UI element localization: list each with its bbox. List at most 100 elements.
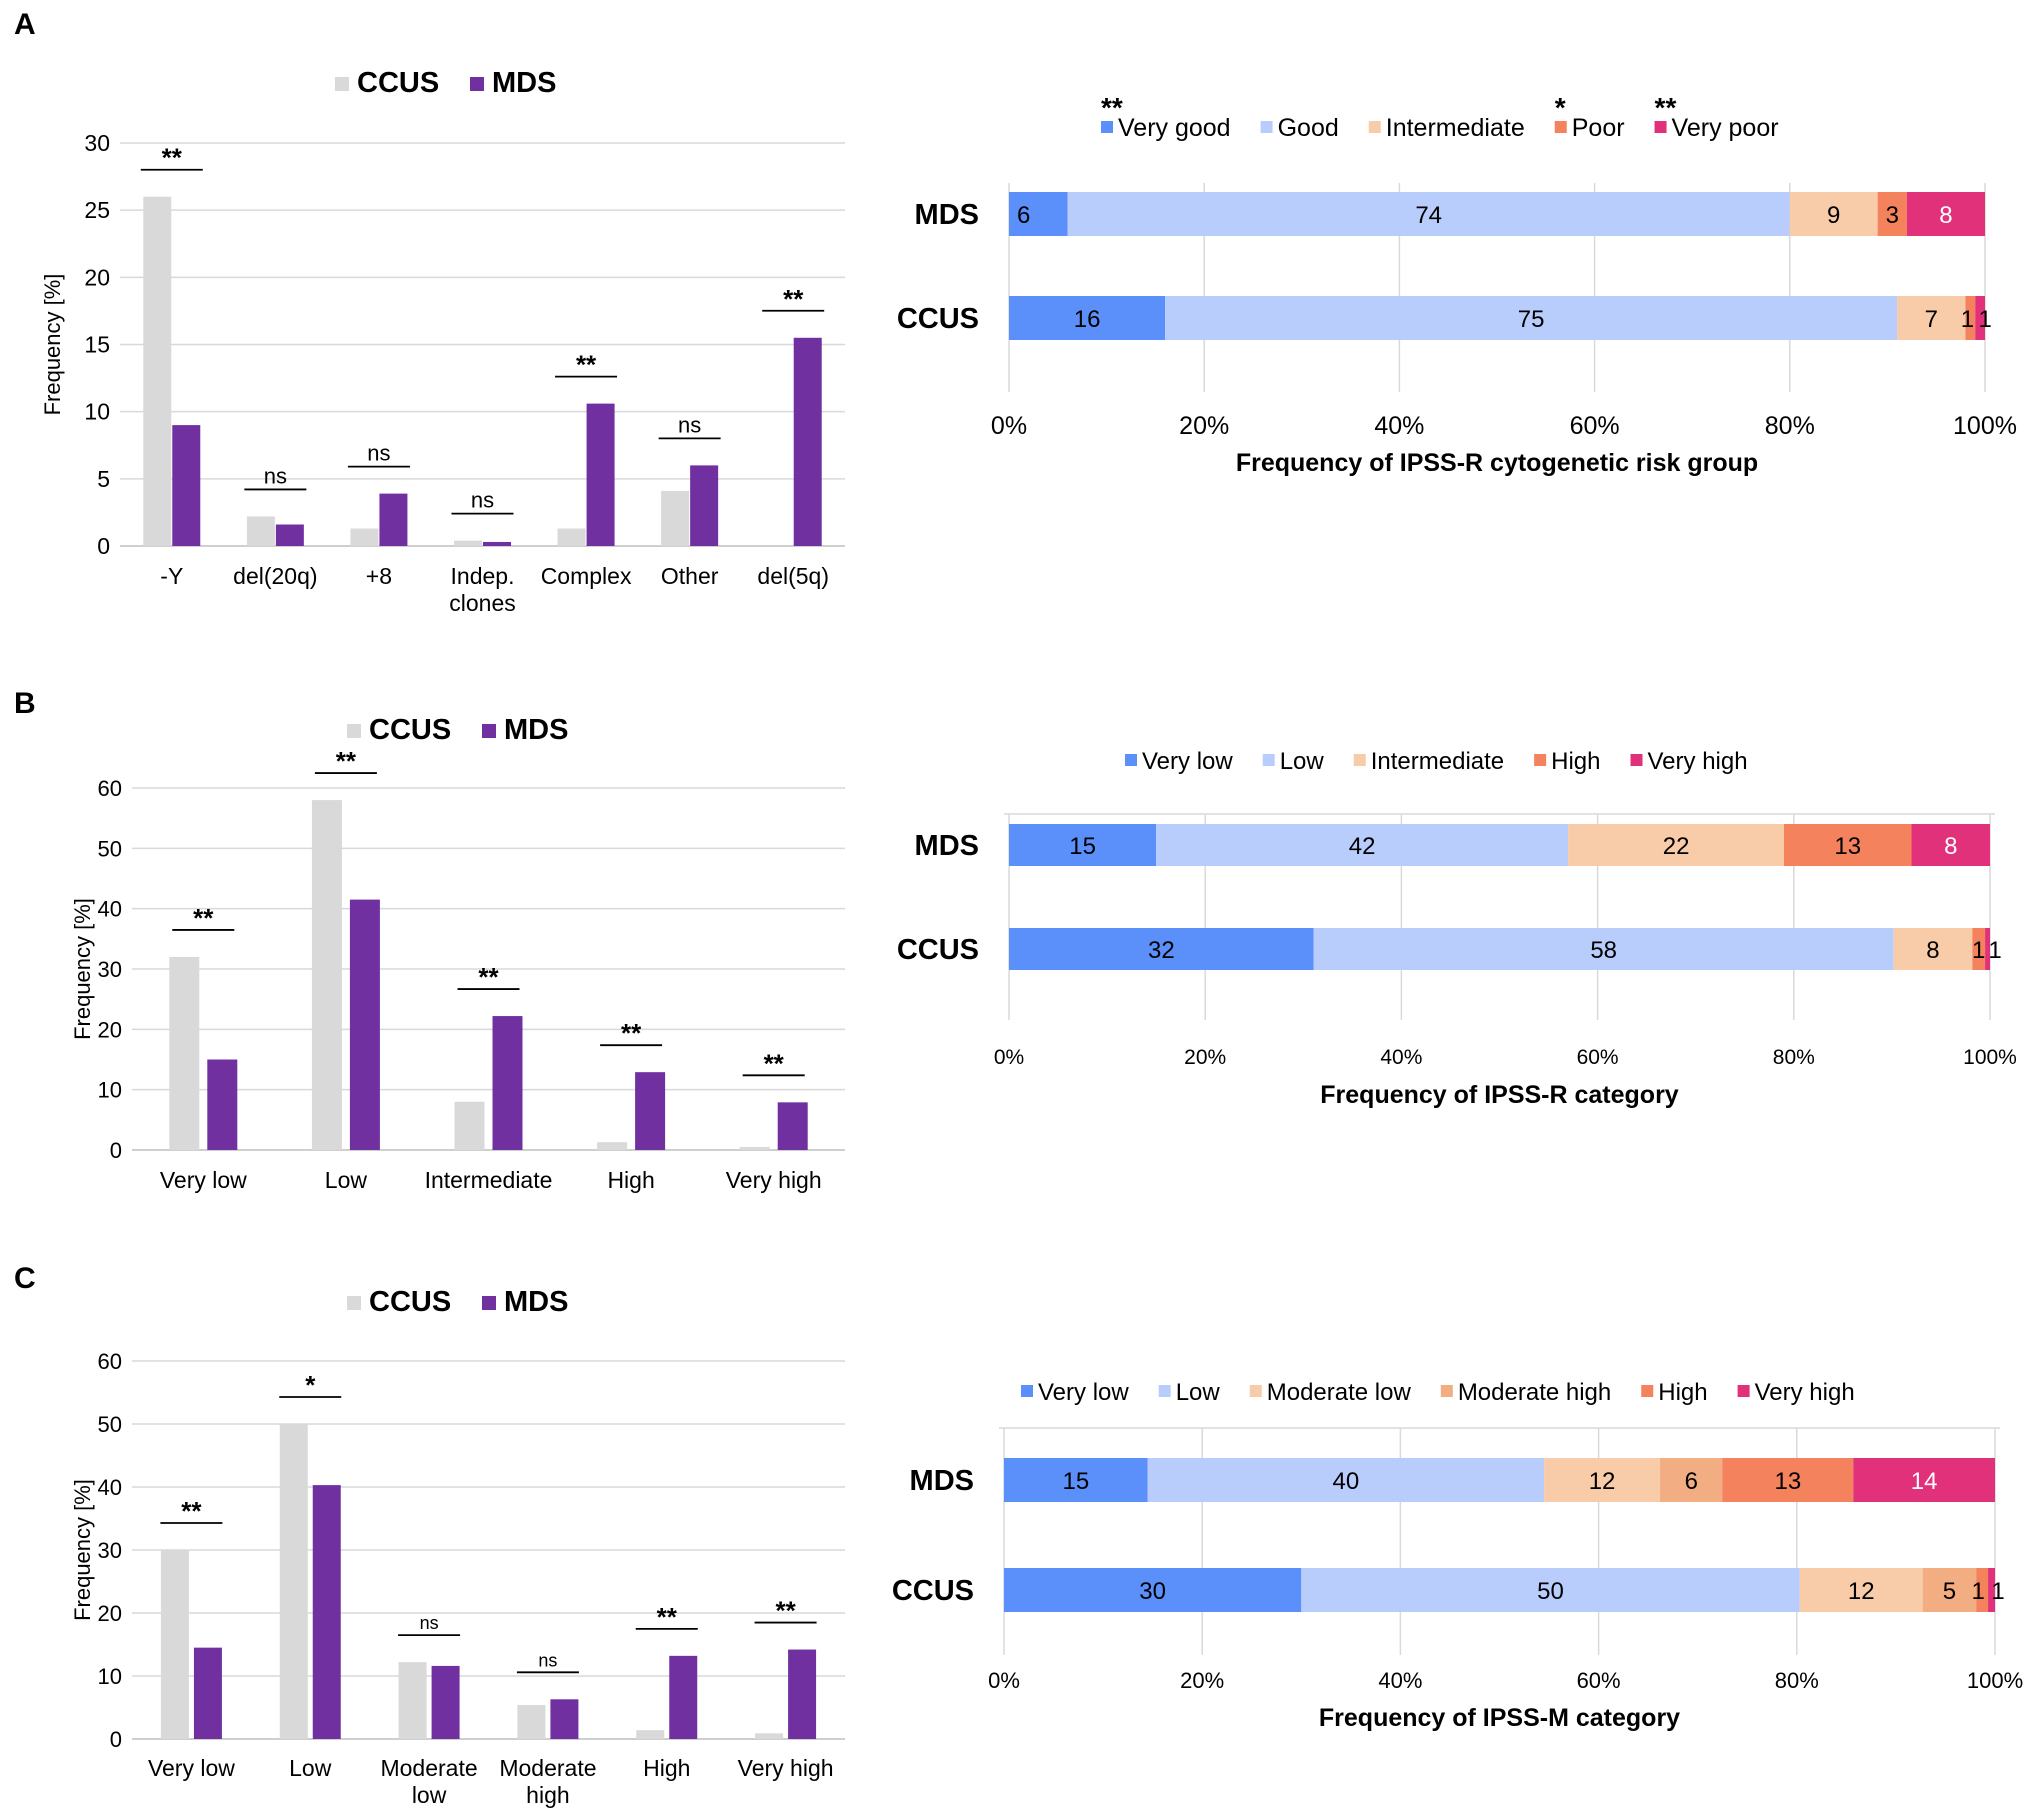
row-label: CCUS (897, 934, 979, 966)
legend-swatch (1368, 121, 1381, 133)
data-label: 74 (1415, 202, 1442, 229)
x-axis-label: Frequency of IPSS-R category (1320, 1081, 1679, 1109)
x-tick-label: 20% (1184, 1046, 1226, 1069)
x-tick-label: 60% (1570, 412, 1620, 440)
legend-swatch-mds (470, 77, 484, 91)
x-tick-label: -Y (160, 563, 183, 589)
legend-label: Very high (1755, 1379, 1855, 1406)
data-label: 8 (1926, 937, 1939, 964)
row-label: MDS (915, 830, 979, 862)
x-tick-label: Very high (726, 1167, 822, 1193)
legend-label: Poor (1572, 114, 1625, 142)
data-label: 75 (1518, 306, 1545, 333)
legend-swatch (1737, 1385, 1750, 1397)
y-tick-label: 20 (84, 264, 110, 290)
data-label: 30 (1139, 1578, 1166, 1605)
data-label: 22 (1663, 833, 1690, 860)
x-tick-label: Low (325, 1167, 368, 1193)
stacked-segment (1976, 1568, 1989, 1612)
y-tick-label: 30 (98, 1538, 122, 1563)
data-label: 9 (1827, 202, 1840, 229)
stacked-segment (1972, 928, 1986, 970)
row-label: CCUS (897, 303, 979, 335)
bar-mds (483, 541, 511, 546)
bar-ccus (557, 528, 586, 546)
bar-mds (793, 337, 822, 546)
legend-swatch (1125, 754, 1137, 766)
legend-swatch-ccus (335, 77, 349, 91)
y-tick-label: 50 (98, 836, 122, 861)
y-tick-label: 10 (98, 1078, 122, 1103)
stacked-segment (1009, 192, 1068, 236)
stacked-segment (1893, 928, 1973, 970)
bar-mds (669, 1655, 698, 1739)
x-tick-label: Moderate low (380, 1755, 477, 1808)
stacked-segment (1156, 824, 1569, 866)
significance-label: ns (538, 1650, 557, 1670)
stacked-segment (1906, 192, 1985, 236)
bar-mds (379, 493, 408, 546)
bar-ccus (169, 956, 200, 1150)
svg-text:C: C (14, 1262, 36, 1295)
legend-swatch (1262, 754, 1275, 766)
bar-mds (777, 1102, 808, 1150)
bar-mds (275, 524, 304, 546)
x-tick-label: Intermediate (425, 1167, 553, 1193)
stacked-segment (1544, 1458, 1661, 1502)
significance-mark: ** (1101, 92, 1123, 123)
significance-mark: ** (1655, 92, 1677, 123)
bar-ccus (739, 1146, 770, 1150)
bar-ccus (398, 1662, 427, 1739)
y-tick-label: 0 (97, 533, 110, 559)
significance-label: ns (367, 441, 390, 466)
legend-label: High (1551, 748, 1600, 775)
significance-label: ns (471, 488, 494, 513)
stacked-segment (1165, 296, 1898, 340)
data-label: 1 (1979, 306, 1992, 333)
y-tick-label: 40 (98, 1475, 122, 1500)
y-tick-label: 10 (98, 1664, 122, 1689)
significance-label: ** (576, 350, 597, 380)
bar-ccus (597, 1142, 628, 1150)
legend-label-mds: MDS (504, 1286, 568, 1318)
legend-swatch (1440, 1385, 1453, 1397)
svg-text:A: A (14, 8, 36, 41)
legend-swatch (1630, 754, 1643, 766)
stacked-segment (1965, 296, 1976, 340)
data-label: 42 (1349, 833, 1376, 860)
significance-label: ** (621, 1018, 642, 1048)
legend-label: Moderate high (1458, 1379, 1611, 1406)
x-tick-label: 100% (1953, 412, 2017, 440)
stacked-segment (1853, 1458, 1995, 1502)
legend-swatch (1654, 121, 1667, 133)
x-tick-label: 0% (994, 1046, 1024, 1069)
stacked-segment (1147, 1458, 1545, 1502)
significance-label: ns (678, 412, 701, 437)
data-label: 1 (1991, 1578, 2004, 1605)
row-label: MDS (915, 199, 979, 231)
stacked-segment (1975, 296, 1985, 340)
significance-label: ** (336, 746, 357, 776)
y-axis-label: Frequency [%] (70, 898, 95, 1040)
significance-mark: * (1555, 92, 1566, 123)
legend-label-mds: MDS (492, 67, 556, 99)
data-label: 50 (1537, 1578, 1564, 1605)
x-tick-label: 0% (988, 1668, 1020, 1693)
bar-mds (492, 1016, 523, 1150)
y-tick-label: 15 (84, 332, 110, 358)
x-axis-label: Frequency of IPSS-R cytogenetic risk gro… (1236, 449, 1758, 477)
legend-label: Low (1280, 748, 1325, 775)
y-tick-label: 60 (98, 1349, 122, 1374)
legend-label-mds: MDS (504, 714, 568, 746)
significance-label: ** (478, 962, 499, 992)
y-tick-label: 30 (84, 130, 110, 156)
bar-ccus (311, 800, 342, 1150)
stacked-segment (1660, 1458, 1723, 1502)
significance-label: ** (193, 903, 214, 933)
stacked-segment (1009, 928, 1314, 970)
bar-mds (207, 1059, 238, 1150)
x-tick-label: Very low (160, 1167, 247, 1193)
legend-swatch-ccus (347, 724, 361, 738)
stacked-segment (1004, 1568, 1302, 1612)
